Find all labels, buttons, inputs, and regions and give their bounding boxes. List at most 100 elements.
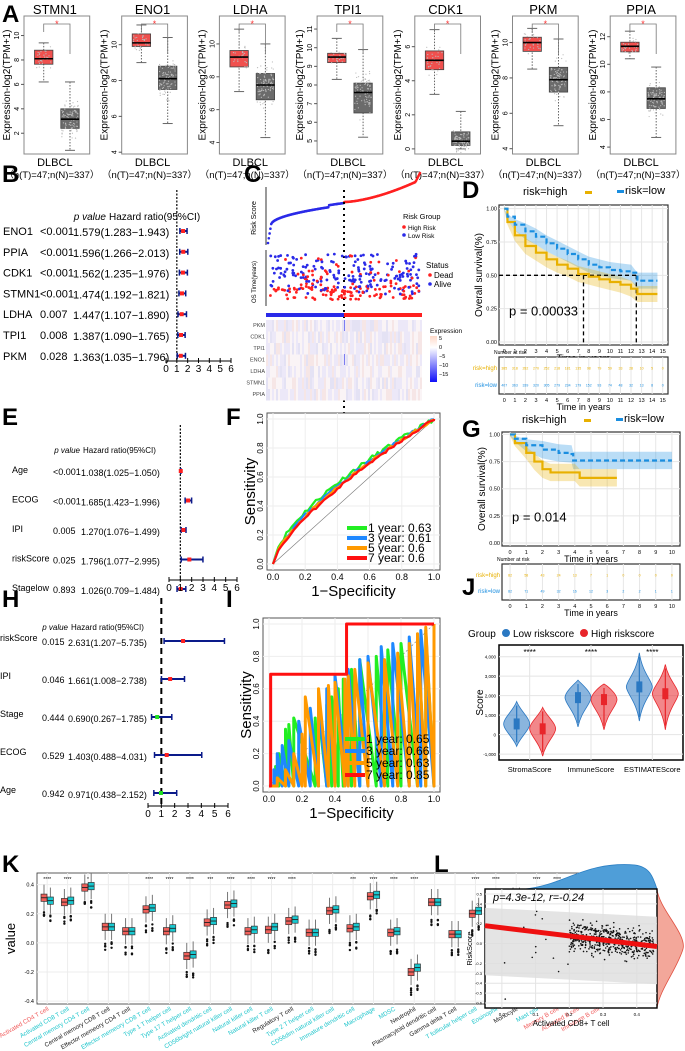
forest-row-stage: Stage 0.444 0.690(0.267−1.785) [0,709,173,724]
p-value-header: p value [73,212,107,223]
scatter-point [603,958,606,961]
heatmap-cell [370,320,372,332]
sample-point [436,61,438,64]
cutoff-marker [343,190,345,192]
heatmap-cell [392,320,394,332]
scatter-point [645,936,647,939]
heatmap-cell [420,389,422,401]
heatmap-cell [374,343,376,355]
heatmap-cell [290,320,292,332]
sample-point [140,45,142,47]
sample-point [368,105,371,107]
table-x-tick-label: 14 [649,398,655,404]
heatmap-cell [280,331,282,343]
heatmap-cell [312,366,314,378]
outlier-point [395,950,399,953]
scatter-point [580,924,582,926]
heatmap-cell [388,366,390,378]
variable-label: ECOG [12,495,39,505]
heatmap-cell [336,366,338,378]
heatmap-cell [352,354,354,366]
heatmap-cell [302,343,304,355]
scatter-point [589,922,592,924]
sample-point [163,74,165,76]
os-point [351,278,355,281]
heatmap-cell [336,377,338,389]
sample-point [256,67,259,69]
y-tick-label: 4 [112,150,119,154]
significance-bracket [43,23,71,54]
heatmap-cell [366,354,368,366]
sample-point [159,70,161,73]
scatter-point [600,933,603,935]
sample-point [632,40,635,42]
os-point [301,276,305,279]
sample-point [661,102,663,105]
heatmap-cell [342,377,344,389]
sample-point [439,46,441,48]
sample-point [61,136,63,138]
sample-point [357,87,359,89]
outlier-point [226,921,229,925]
risk-table-row-label: risk=high [473,366,497,372]
risk-count-low: 305 [544,383,550,387]
sample-point [539,48,541,50]
sample-point [439,61,441,63]
panel-label-b: B [2,161,19,188]
heatmap-cell [284,366,286,378]
risk-count-low: 32 [629,383,633,387]
p-value: 0.046 [42,675,65,685]
heatmap-cell [420,343,422,355]
os-point [286,289,290,293]
sample-point [627,52,630,54]
heatmap-cell [282,320,284,332]
sample-point [366,96,368,98]
sample-point [366,80,368,83]
heatmap-cell [382,377,384,389]
heatmap-cell [350,331,352,343]
x-axis-label: 1−Specificity [311,583,396,600]
os-point [311,282,314,286]
scatter-point [618,935,621,938]
y-tick-label: -0.2 [475,961,483,966]
sample-point [36,67,38,69]
sample-point [38,62,41,65]
sample-point [631,40,633,43]
y-tick-label: 8 [307,83,314,87]
roc-curve-1-year [271,418,435,565]
variable-label: IPI [0,671,11,681]
sample-point [628,47,631,49]
scatter-point [649,939,652,942]
sample-point [370,96,372,99]
heatmap-cell [376,343,378,355]
sample-point [237,60,239,63]
table-x-tick-label: 15 [660,398,666,404]
violin-box [601,694,607,706]
sample-point [173,67,175,69]
outlier-point [416,988,419,992]
sample-point [167,99,169,101]
hazard-ratio-point [155,715,160,719]
y-tick-label: 10 [600,60,607,68]
sample-point [650,99,653,101]
heatmap-cell [330,343,332,355]
scatter-point [597,948,599,951]
heatmap-cell [398,343,400,355]
heatmap-cell [314,320,316,332]
sample-point [167,88,169,90]
heatmap-cell [364,354,366,366]
outlier-point [63,916,66,920]
outlier-point [457,951,460,954]
sample-point [556,93,558,95]
risk-count-high: 10 [640,367,644,371]
sample-point [359,84,361,86]
hazard-ratio-point [164,753,169,757]
os-point [301,265,305,269]
heatmap-cell [388,389,390,401]
sample-point [132,41,135,43]
sample-point [174,81,176,83]
scatter-point [628,938,630,940]
scatter-point [577,930,580,933]
scatter-point [628,947,631,949]
sample-point [162,74,164,77]
